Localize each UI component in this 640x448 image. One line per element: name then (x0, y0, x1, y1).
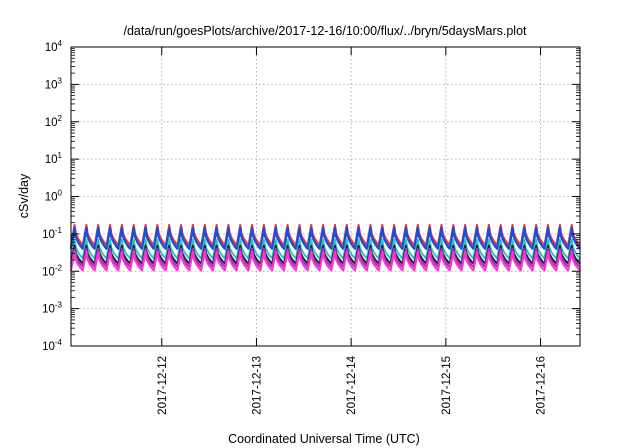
series-line (70, 250, 581, 272)
x-tick-label: 2017-12-12 (157, 356, 169, 415)
axes: 10-4 10-3 10-2 10-1 100 101 102 103 104 2017-12-1… (42, 39, 580, 415)
series-line (70, 238, 581, 260)
y-tick-label: 10-3 (42, 301, 62, 316)
x-tick-label: 2017-12-14 (346, 355, 358, 414)
y-axis-label: cSv/day (17, 173, 31, 218)
y-tick-label: 10-1 (42, 226, 62, 241)
series-group (69, 223, 581, 272)
chart-title: /data/run/goesPlots/archive/2017-12-16/1… (123, 24, 527, 38)
y-tick-label: 10-4 (42, 338, 62, 353)
y-tick-label: 10-2 (42, 263, 62, 278)
y-tick-label: 104 (45, 39, 63, 54)
y-tick-label: 103 (45, 76, 63, 91)
x-tick-label: 2017-12-16 (536, 356, 548, 415)
y-tick-label: 102 (45, 114, 63, 129)
x-tick-label: 2017-12-13 (251, 356, 263, 415)
x-tick-label: 2017-12-15 (441, 356, 453, 415)
series-line (69, 226, 581, 250)
x-axis-label: Coordinated Universal Time (UTC) (228, 432, 420, 446)
y-tick-label: 100 (45, 189, 63, 204)
grid (71, 47, 580, 346)
y-tick-label: 101 (45, 151, 63, 166)
